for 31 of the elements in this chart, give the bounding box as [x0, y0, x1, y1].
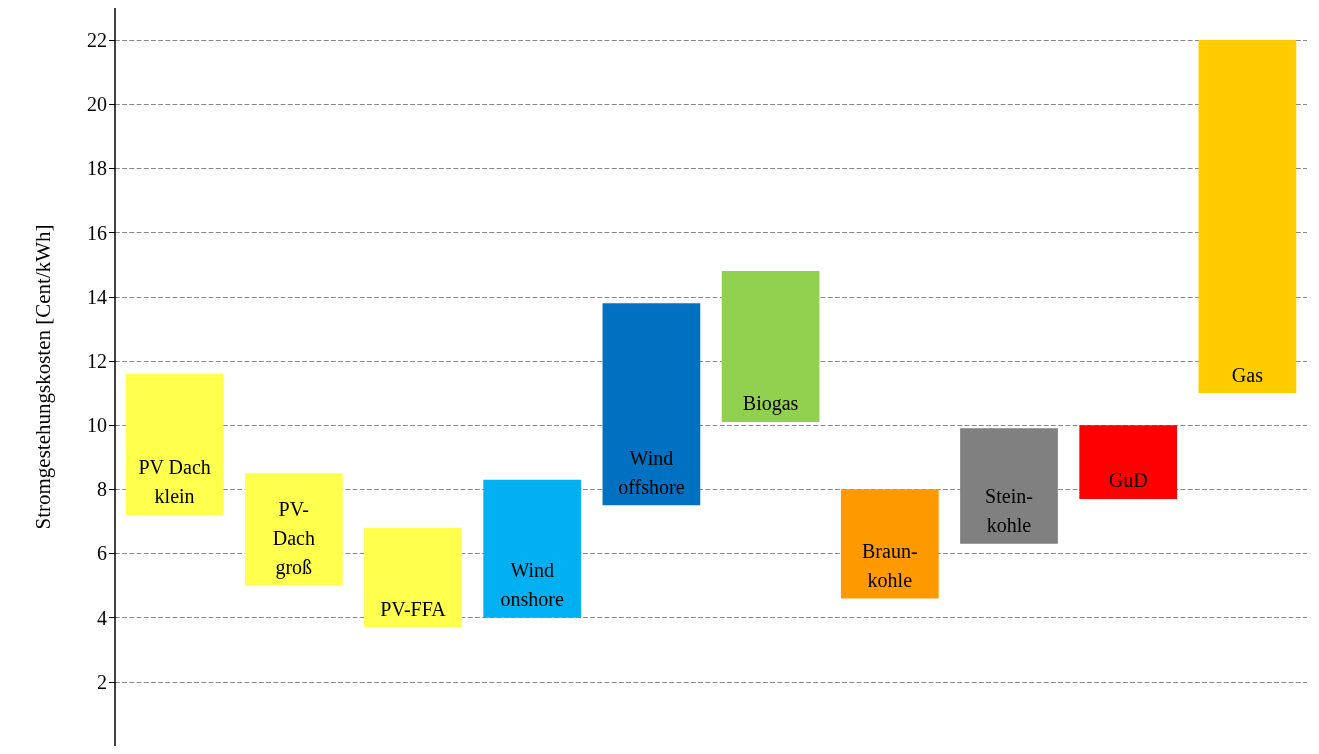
y-axis-title: Stromgestehungskosten [Cent/kWh]: [30, 224, 55, 530]
bar: [721, 271, 820, 422]
bar: [602, 303, 701, 506]
x-tick-label: PV-FFA: [380, 597, 447, 620]
y-tick-label: 20: [87, 93, 107, 116]
bar: [364, 527, 462, 628]
x-tick-label: GuD: [1108, 469, 1148, 492]
y-tick-label: 22: [87, 29, 107, 52]
y-tick-label: 8: [97, 478, 107, 501]
y-tick-label: 14: [87, 285, 107, 308]
y-tick-label: 12: [87, 349, 107, 372]
x-tick-label: PV Dach klein: [138, 456, 211, 508]
x-tick-label: Wind offshore: [618, 446, 685, 498]
y-tick-label: 6: [97, 542, 107, 565]
bar: [840, 489, 939, 599]
x-tick-label: Biogas: [742, 392, 799, 416]
y-tick-label: 4: [97, 606, 107, 629]
y-tick-label: 2: [97, 670, 107, 693]
x-tick-label: Gas: [1231, 363, 1264, 386]
x-tick-label: Braun- kohle: [862, 539, 918, 591]
x-tick-label: Stein- kohle: [985, 485, 1033, 537]
bar: [1198, 40, 1297, 394]
bar: [244, 473, 343, 586]
y-tick-label: 18: [87, 157, 107, 180]
bar: [1079, 425, 1178, 499]
y-tick-label: 16: [87, 221, 107, 244]
bar: [483, 479, 582, 618]
x-tick-label: PV- Dach groß: [272, 498, 315, 580]
x-tick-label: Wind onshore: [500, 559, 564, 611]
bar: [125, 373, 224, 515]
y-tick-label: 10: [87, 414, 107, 437]
